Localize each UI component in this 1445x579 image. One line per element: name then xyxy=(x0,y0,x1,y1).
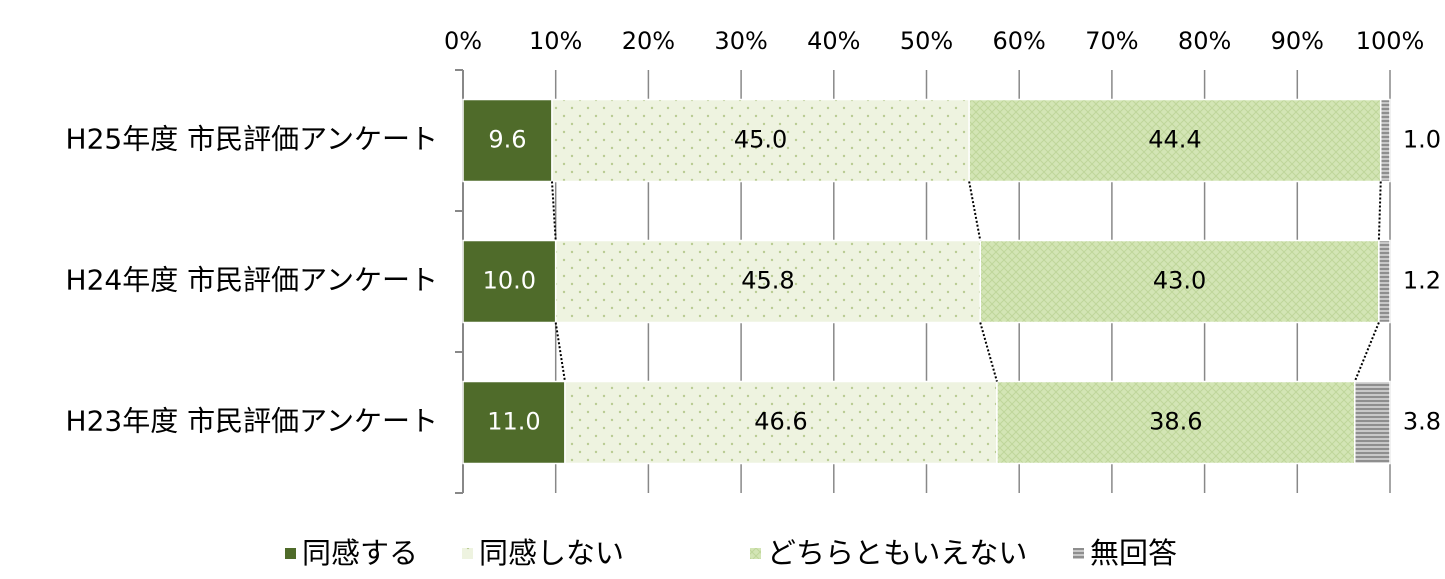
bar-segment xyxy=(462,380,566,465)
series-line xyxy=(979,322,998,382)
legend-swatch xyxy=(285,548,296,559)
bar-segment xyxy=(554,239,982,324)
bar-segment xyxy=(979,239,1380,324)
bar-segment xyxy=(996,380,1356,465)
x-tick-label: 20% xyxy=(622,27,675,55)
x-tick-label: 30% xyxy=(714,27,767,55)
series-line xyxy=(550,181,557,241)
bar-segment xyxy=(462,98,553,183)
x-tick-label: 40% xyxy=(807,27,860,55)
data-label: 46.6 xyxy=(754,408,807,436)
category-label: H24年度 市民評価アンケート xyxy=(66,264,438,297)
legend-label: どちらともいえない xyxy=(767,536,1027,570)
data-label: 44.4 xyxy=(1148,126,1201,154)
series-line xyxy=(968,181,982,241)
bar-segment xyxy=(1378,239,1391,324)
data-label: 1.0 xyxy=(1403,126,1441,154)
legend-swatch xyxy=(1073,548,1084,559)
x-tick-label: 70% xyxy=(1085,27,1138,55)
x-tick-label: 80% xyxy=(1178,27,1231,55)
data-label: 3.8 xyxy=(1403,408,1441,436)
bar-segment xyxy=(462,239,557,324)
data-label: 45.8 xyxy=(741,267,794,295)
data-label: 45.0 xyxy=(734,126,787,154)
bar-segment xyxy=(968,98,1382,183)
x-tick-label: 90% xyxy=(1271,27,1324,55)
legend-swatch xyxy=(462,548,473,559)
category-label: H23年度 市民評価アンケート xyxy=(66,405,438,438)
x-tick-label: 60% xyxy=(993,27,1046,55)
bar-segment xyxy=(564,380,998,465)
series-line xyxy=(1377,181,1382,241)
data-label: 11.0 xyxy=(487,408,540,436)
legend-label: 無回答 xyxy=(1090,536,1177,570)
bar-segment xyxy=(1379,98,1391,183)
x-tick-label: 50% xyxy=(900,27,953,55)
data-label: 1.2 xyxy=(1403,267,1441,295)
x-tick-label: 100% xyxy=(1356,27,1425,55)
legend-label: 同感する xyxy=(302,536,418,570)
data-label: 10.0 xyxy=(483,267,536,295)
x-tick-label: 0% xyxy=(444,27,482,55)
data-label: 38.6 xyxy=(1149,408,1202,436)
data-label: 43.0 xyxy=(1153,267,1206,295)
data-label: 9.6 xyxy=(488,126,526,154)
bar-segment xyxy=(1354,380,1391,465)
series-line xyxy=(1353,322,1380,382)
x-tick-label: 10% xyxy=(529,27,582,55)
legend-swatch xyxy=(750,548,761,559)
series-line xyxy=(554,322,566,382)
category-label: H25年度 市民評価アンケート xyxy=(66,123,438,156)
legend-label: 同感しない xyxy=(479,536,624,570)
